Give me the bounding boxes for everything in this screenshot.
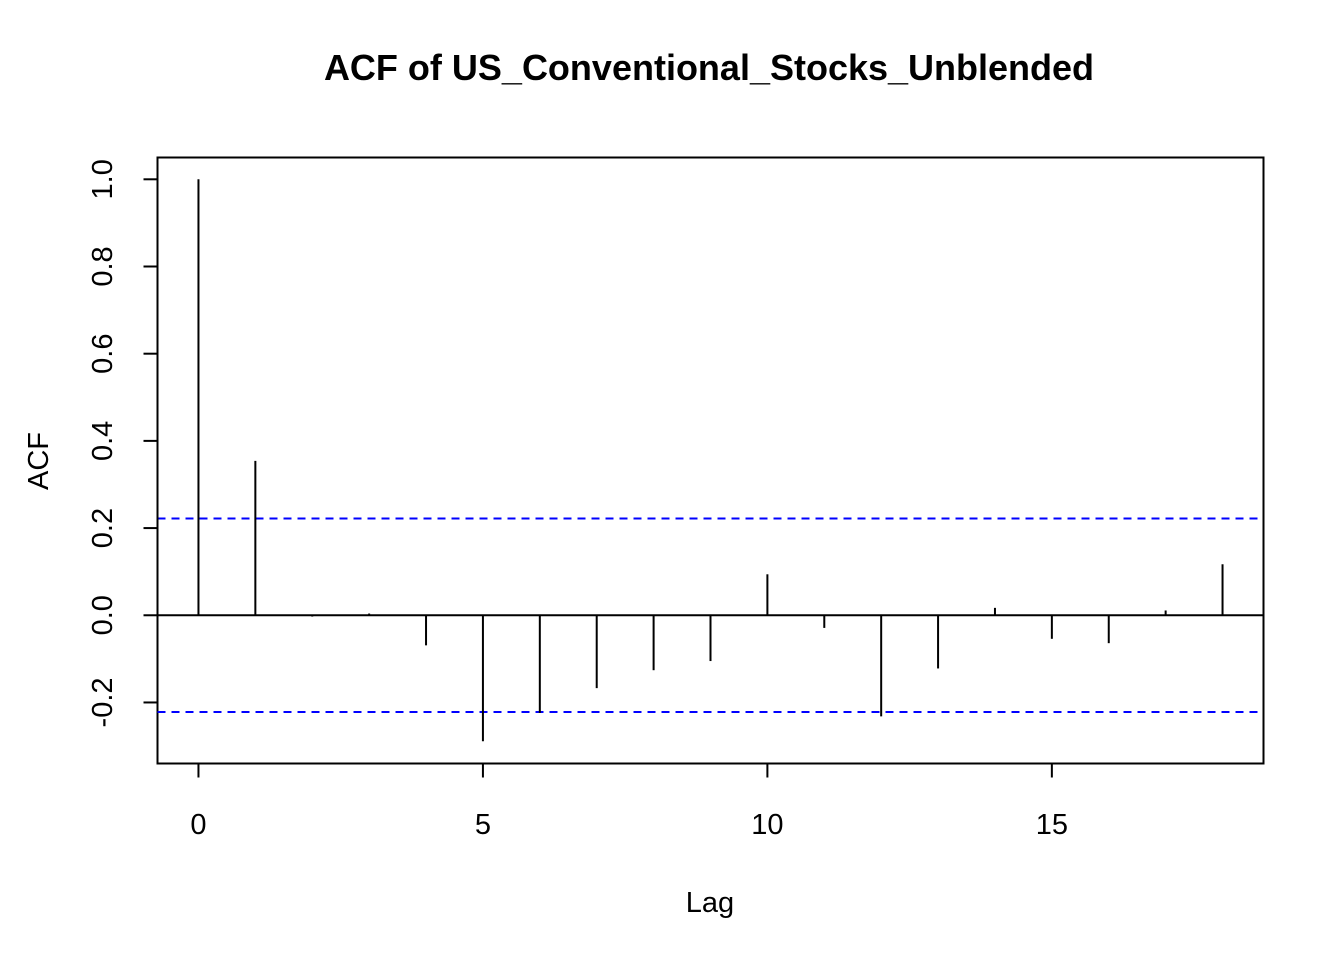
y-axis-label: ACF bbox=[23, 432, 55, 490]
confidence-bounds bbox=[157, 517, 1264, 714]
y-tick-label: 0.4 bbox=[87, 421, 119, 461]
y-tick-label: 0.2 bbox=[87, 508, 119, 548]
x-axis-label: Lag bbox=[686, 887, 734, 919]
y-tick-label: 0.8 bbox=[87, 246, 119, 286]
chart-title: ACF of US_Conventional_Stocks_Unblended bbox=[324, 47, 1094, 88]
x-tick-label: 5 bbox=[475, 809, 491, 841]
y-tick-label: 0.6 bbox=[87, 334, 119, 374]
y-tick-label: -0.2 bbox=[87, 677, 119, 727]
x-tick-label: 10 bbox=[751, 809, 783, 841]
x-tick-label: 15 bbox=[1036, 809, 1068, 841]
plot-frame bbox=[156, 156, 1265, 765]
x-tick-label: 0 bbox=[190, 809, 206, 841]
y-tick-label: 0.0 bbox=[87, 595, 119, 635]
y-tick-label: 1.0 bbox=[87, 159, 119, 199]
acf-bars bbox=[197, 179, 1224, 742]
y-axis: -0.2 0.0 0.2 0.4 0.6 0.8 1.0 bbox=[87, 159, 159, 727]
x-axis: 0 5 10 15 bbox=[190, 762, 1068, 841]
